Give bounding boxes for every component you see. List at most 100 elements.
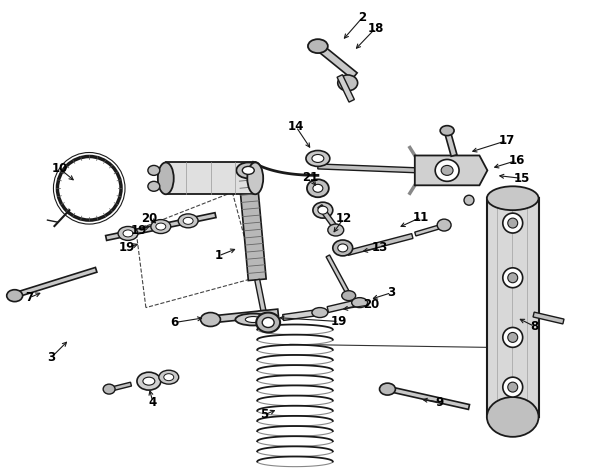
Text: 20: 20 <box>141 212 157 225</box>
Ellipse shape <box>328 224 344 236</box>
Text: 3: 3 <box>387 286 396 299</box>
Ellipse shape <box>306 151 330 166</box>
Ellipse shape <box>137 372 161 390</box>
Text: 4: 4 <box>149 396 157 408</box>
Polygon shape <box>415 224 443 236</box>
Ellipse shape <box>487 397 538 437</box>
Ellipse shape <box>7 290 23 302</box>
Text: 2: 2 <box>359 11 367 24</box>
Ellipse shape <box>242 166 254 174</box>
Ellipse shape <box>245 316 261 323</box>
Ellipse shape <box>437 219 451 231</box>
Ellipse shape <box>123 230 133 237</box>
Ellipse shape <box>464 195 474 205</box>
Ellipse shape <box>338 244 347 252</box>
Polygon shape <box>318 205 338 229</box>
Text: 16: 16 <box>509 154 525 167</box>
Ellipse shape <box>503 377 522 397</box>
Ellipse shape <box>307 180 329 197</box>
Polygon shape <box>415 155 487 185</box>
Text: 1: 1 <box>214 249 223 262</box>
Polygon shape <box>487 198 538 417</box>
Ellipse shape <box>201 313 221 326</box>
Ellipse shape <box>148 181 160 191</box>
Ellipse shape <box>158 162 174 194</box>
Ellipse shape <box>503 327 522 347</box>
Ellipse shape <box>236 162 260 178</box>
Ellipse shape <box>118 227 138 240</box>
Ellipse shape <box>313 184 323 192</box>
Polygon shape <box>106 213 216 240</box>
Text: 11: 11 <box>413 210 430 224</box>
Ellipse shape <box>183 218 193 224</box>
Ellipse shape <box>503 268 522 288</box>
Polygon shape <box>337 75 355 102</box>
Ellipse shape <box>352 298 368 308</box>
Ellipse shape <box>508 332 518 342</box>
Polygon shape <box>16 267 97 297</box>
Text: 15: 15 <box>513 172 530 185</box>
Text: 19: 19 <box>131 224 147 237</box>
Text: 8: 8 <box>531 320 538 333</box>
Text: 12: 12 <box>336 212 352 225</box>
Ellipse shape <box>435 160 459 181</box>
Ellipse shape <box>164 374 174 380</box>
Polygon shape <box>239 180 266 281</box>
Polygon shape <box>389 387 469 409</box>
Polygon shape <box>255 279 267 315</box>
Ellipse shape <box>159 370 178 384</box>
Text: 19: 19 <box>331 315 347 328</box>
Polygon shape <box>318 164 419 173</box>
Text: 10: 10 <box>51 162 67 175</box>
Ellipse shape <box>308 39 328 53</box>
Text: 9: 9 <box>435 396 443 408</box>
Text: 14: 14 <box>288 120 304 133</box>
Ellipse shape <box>333 240 353 256</box>
Ellipse shape <box>312 308 328 317</box>
Ellipse shape <box>312 154 324 162</box>
Ellipse shape <box>256 313 280 332</box>
Polygon shape <box>210 309 278 323</box>
Ellipse shape <box>487 186 538 210</box>
Ellipse shape <box>103 384 115 394</box>
Ellipse shape <box>143 377 155 385</box>
Polygon shape <box>326 255 349 294</box>
Polygon shape <box>347 234 413 256</box>
Polygon shape <box>533 312 564 324</box>
Ellipse shape <box>148 165 160 175</box>
Ellipse shape <box>338 75 358 91</box>
Ellipse shape <box>178 214 198 228</box>
Text: 7: 7 <box>26 291 34 304</box>
Polygon shape <box>111 382 131 391</box>
Polygon shape <box>283 310 318 321</box>
Ellipse shape <box>151 219 171 234</box>
Text: 17: 17 <box>499 134 515 147</box>
Ellipse shape <box>318 206 328 214</box>
Text: 21: 21 <box>302 171 318 184</box>
Text: 19: 19 <box>119 241 135 255</box>
Ellipse shape <box>313 202 333 218</box>
Ellipse shape <box>262 317 274 327</box>
Text: 5: 5 <box>260 408 268 421</box>
Text: 13: 13 <box>371 241 388 255</box>
Ellipse shape <box>441 165 453 175</box>
Text: 3: 3 <box>48 351 55 364</box>
Ellipse shape <box>508 382 518 392</box>
Ellipse shape <box>156 223 166 230</box>
Text: 6: 6 <box>171 316 179 329</box>
Ellipse shape <box>503 213 522 233</box>
Polygon shape <box>315 43 357 79</box>
Ellipse shape <box>380 383 396 395</box>
Ellipse shape <box>259 314 269 321</box>
Polygon shape <box>327 300 358 313</box>
Ellipse shape <box>253 311 275 324</box>
Polygon shape <box>444 130 457 156</box>
Ellipse shape <box>236 314 271 325</box>
Ellipse shape <box>508 218 518 228</box>
Polygon shape <box>166 162 255 194</box>
Ellipse shape <box>508 273 518 283</box>
Ellipse shape <box>440 126 454 135</box>
Text: 20: 20 <box>364 298 380 311</box>
Text: 18: 18 <box>367 22 384 35</box>
Ellipse shape <box>342 291 356 301</box>
